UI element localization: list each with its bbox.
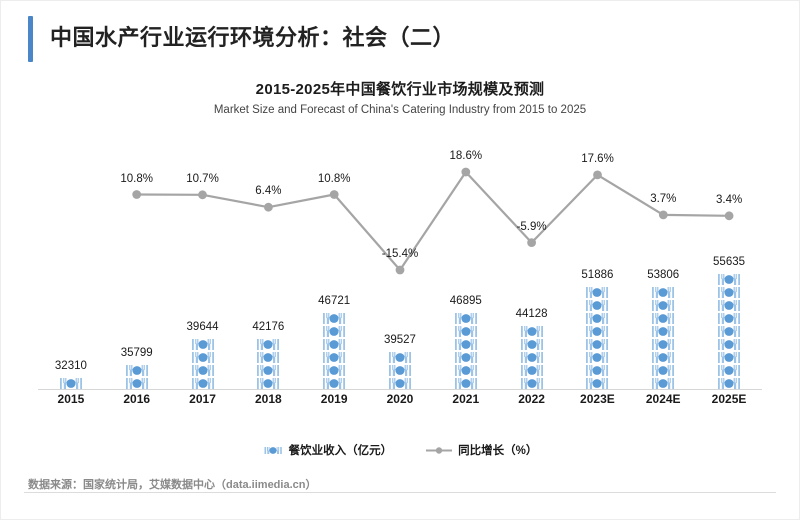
growth-value-label: 6.4% xyxy=(255,185,282,198)
revenue-bar[interactable] xyxy=(650,286,677,390)
chart-title: 2015-2025年中国餐饮行业市场规模及预测 xyxy=(255,81,545,98)
bar-value-label: 42176 xyxy=(252,321,285,333)
bar-columns: 32310 35799 39644 42176 46721 39527 46895 44128… xyxy=(38,140,762,390)
bar-value-label: 53806 xyxy=(647,269,680,281)
x-axis-tick: 2019 xyxy=(320,392,348,406)
bar-value-label: 32310 xyxy=(54,360,87,372)
legend-item-revenue[interactable]: 餐饮业收入（亿元） xyxy=(263,442,393,458)
growth-value-label: 10.7% xyxy=(186,172,219,185)
footer-divider xyxy=(24,492,776,493)
legend-item-growth[interactable]: 同比增长（%） xyxy=(426,442,537,458)
bar-value-label: 39527 xyxy=(383,334,416,346)
bar-column: 39527 xyxy=(367,140,433,390)
x-axis-baseline xyxy=(38,389,762,390)
growth-value-label: -5.9% xyxy=(516,220,547,233)
revenue-bar[interactable] xyxy=(321,312,348,390)
bar-column: 55635 xyxy=(696,140,762,390)
growth-line-series xyxy=(132,167,734,275)
bar-value-label: 35799 xyxy=(120,347,153,359)
growth-value-label: -15.4% xyxy=(381,248,419,260)
chart-plot-area: 32310 35799 39644 42176 46721 39527 46895 44128… xyxy=(38,140,762,390)
revenue-bar[interactable] xyxy=(255,338,282,390)
growth-line-marker[interactable] xyxy=(264,202,273,212)
line-marker-icon xyxy=(426,446,453,454)
chart-subtitle: Market Size and Forecast of China's Cate… xyxy=(213,104,587,116)
revenue-bar[interactable] xyxy=(123,364,150,390)
data-source-note: 数据来源：国家统计局，艾媒数据中心（data.iimedia.cn） xyxy=(28,479,317,491)
growth-value-label: 10.8% xyxy=(317,172,351,185)
chart-legend: 餐饮业收入（亿元） 同比增长（%） xyxy=(0,442,800,458)
legend-label-growth: 同比增长（%） xyxy=(458,445,538,457)
revenue-bar[interactable] xyxy=(189,338,216,390)
growth-line-marker[interactable] xyxy=(198,190,207,200)
x-axis-tick: 2023E xyxy=(580,392,615,406)
x-axis-tick: 2021 xyxy=(452,392,480,406)
growth-line-path xyxy=(136,170,730,272)
x-axis-tick: 2018 xyxy=(254,392,282,406)
x-axis-tick: 2016 xyxy=(123,392,151,406)
growth-value-label: 3.4% xyxy=(715,193,743,206)
x-axis-tick: 2020 xyxy=(386,392,414,406)
growth-value-label: 17.6% xyxy=(581,152,614,165)
revenue-bar[interactable] xyxy=(716,273,743,390)
growth-line-marker[interactable] xyxy=(527,238,536,247)
growth-line-marker[interactable] xyxy=(395,265,405,275)
x-axis-tick: 2017 xyxy=(189,392,216,406)
bar-column: 51886 xyxy=(565,140,631,390)
x-axis-tick: 2024E xyxy=(645,392,681,406)
bar-column: 32310 xyxy=(38,140,104,390)
x-axis-tick: 2015 xyxy=(57,392,85,406)
bar-value-label: 44128 xyxy=(515,308,548,320)
x-axis-labels: 2015 2016 2017 2018 2019 2020 2021 2022 2023E 202… xyxy=(38,392,762,406)
page-title: 中国水产行业运行环境分析：社会（二） xyxy=(50,25,456,50)
growth-line-marker[interactable] xyxy=(724,211,734,221)
bar-value-label: 55635 xyxy=(713,256,746,268)
revenue-bar[interactable] xyxy=(452,312,479,390)
bar-column: 46895 xyxy=(433,140,499,390)
title-accent-bar xyxy=(28,16,33,62)
bar-column: 35799 xyxy=(104,140,170,390)
x-axis-tick: 2022 xyxy=(518,392,545,406)
growth-value-label: 18.6% xyxy=(449,150,483,162)
growth-line-marker[interactable] xyxy=(593,170,602,180)
bar-value-label: 46895 xyxy=(449,295,482,307)
revenue-bar[interactable] xyxy=(518,325,545,390)
growth-value-label: 3.7% xyxy=(650,192,677,205)
revenue-bar[interactable] xyxy=(584,286,611,390)
growth-line-labels: 10.8% 10.7% 6.4% 10.8% -15.4% 18.6% -5.9% 17.6%… xyxy=(38,140,762,390)
revenue-bar[interactable] xyxy=(386,351,413,390)
bar-value-label: 39644 xyxy=(186,321,219,333)
bar-column: 44128 xyxy=(499,140,565,390)
bar-column: 46721 xyxy=(301,140,367,390)
legend-label-revenue: 餐饮业收入（亿元） xyxy=(288,445,393,457)
bar-column: 42176 xyxy=(235,140,301,390)
bar-column: 53806 xyxy=(630,140,696,390)
plate-cutlery-icon xyxy=(264,446,282,454)
slide-header: 中国水产行业运行环境分析：社会（二） xyxy=(0,16,800,62)
growth-line-marker[interactable] xyxy=(461,167,471,177)
growth-line-marker[interactable] xyxy=(658,210,668,220)
bar-column: 39644 xyxy=(170,140,236,390)
x-axis-tick: 2025E xyxy=(711,392,747,406)
revenue-bar[interactable] xyxy=(57,377,84,390)
bar-value-label: 46721 xyxy=(318,295,351,307)
growth-value-label: 10.8% xyxy=(120,172,153,185)
bar-value-label: 51886 xyxy=(581,269,614,281)
growth-line-marker[interactable] xyxy=(132,190,142,199)
growth-line-marker[interactable] xyxy=(329,190,339,199)
